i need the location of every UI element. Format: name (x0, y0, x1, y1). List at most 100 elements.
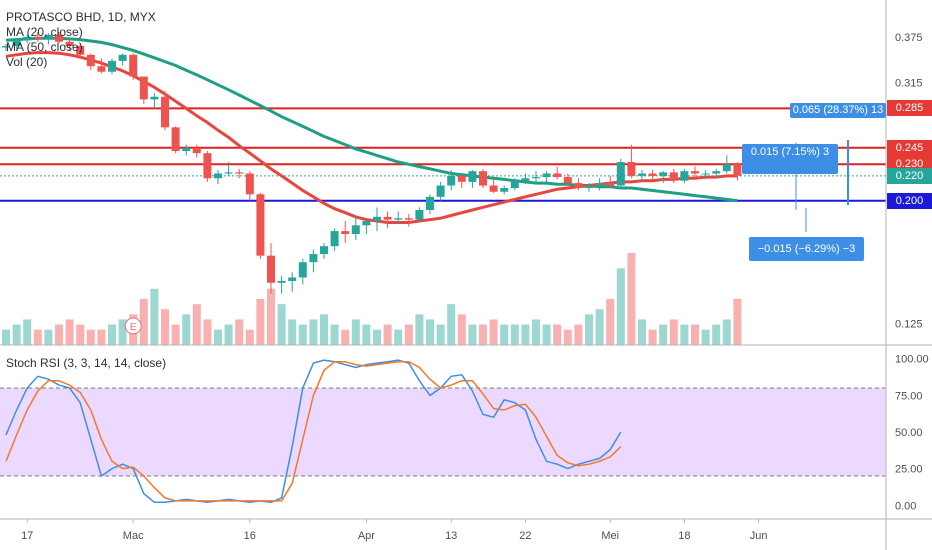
volume-bar (309, 319, 318, 345)
candle-body (203, 153, 212, 179)
candle-body (680, 171, 689, 181)
volume-bar (330, 324, 339, 345)
candle-body (2, 46, 10, 48)
candle-body (139, 76, 148, 100)
volume-bar (235, 319, 244, 345)
time-tick-label: 13 (445, 530, 457, 542)
volume-bar (351, 319, 360, 345)
volume-bar (224, 324, 233, 345)
volume-bar (436, 324, 445, 345)
candle-body (616, 162, 625, 186)
volume-bar (394, 329, 403, 345)
volume-bar (542, 324, 551, 345)
candle-body (245, 173, 254, 195)
volume-bar (267, 288, 275, 345)
volume-bar (574, 324, 583, 345)
stoch-tick-label: 25.00 (895, 464, 923, 476)
price-tag: 0.285 (887, 100, 932, 117)
stoch-tick-label: 0.00 (895, 500, 916, 512)
measure-box-top[interactable]: 0.065 (28.37%) 13 (790, 103, 886, 118)
price-pane: E (0, 32, 886, 345)
volume-bar (701, 329, 710, 345)
candle-body (161, 96, 169, 128)
candle-body (171, 127, 180, 152)
candle-body (426, 196, 434, 211)
candle-body (436, 185, 445, 197)
candle-body (192, 147, 201, 154)
measure-box-mid[interactable]: 0.015 (7.15%) 3 (742, 144, 838, 174)
candle-body (298, 262, 307, 278)
volume-bar (659, 324, 668, 345)
candle-body (320, 246, 328, 255)
volume-bar (638, 319, 646, 345)
candle-body (86, 54, 95, 67)
candle-body (585, 185, 593, 188)
candle-body (277, 280, 286, 283)
volume-bar (108, 324, 116, 345)
stoch-tick-label: 100.00 (895, 354, 929, 366)
price-tick-label: 0.125 (895, 318, 923, 330)
candle-body (574, 183, 583, 188)
volume-bar (320, 314, 328, 345)
volume-bar (341, 329, 350, 345)
volume-bar (12, 324, 21, 345)
time-tick-label: 17 (21, 530, 33, 542)
candle-body (404, 218, 413, 220)
volume-bar (457, 314, 466, 345)
candle-body (362, 221, 371, 226)
candle-body (55, 34, 63, 42)
candle-body (256, 194, 265, 256)
candle-body (33, 36, 42, 39)
candle-body (330, 231, 339, 247)
candle-body (553, 173, 562, 178)
volume-bar (298, 324, 307, 345)
price-tick-label: 0.315 (895, 77, 923, 89)
volume-bar (616, 268, 625, 345)
volume-bar (553, 324, 562, 345)
candle-body (150, 96, 159, 100)
ma50-line (5, 36, 738, 203)
candle-body (510, 180, 519, 188)
legend-title: PROTASCO BHD, 1D, MYX (6, 10, 156, 24)
candle-body (118, 54, 127, 61)
candle-body (532, 177, 540, 179)
stoch-line-d (5, 360, 622, 502)
measure-box-low[interactable]: −0.015 (−6.29%) −3 (749, 237, 864, 261)
measure-box-mid-label: 0.015 (7.15%) 3 (750, 146, 830, 158)
volume-bar (521, 324, 530, 345)
volume-bar (479, 324, 487, 345)
volume-bar (383, 324, 392, 345)
volume-bar (585, 314, 593, 345)
candle-body (394, 218, 403, 220)
volume-bar (426, 319, 434, 345)
ma20-line (5, 51, 738, 224)
time-tick-label: Apr (358, 530, 375, 542)
candle-body (669, 172, 678, 181)
volume-bar (415, 314, 424, 345)
candle-body (521, 178, 530, 181)
candle-body (606, 183, 615, 186)
volume-bar (669, 319, 678, 345)
volume-bar (648, 329, 657, 345)
legend-ma20: MA (20, close) (6, 25, 83, 39)
legend: PROTASCO BHD, 1D, MYX MA (20, close) MA … (6, 10, 156, 70)
volume-bar (500, 324, 509, 345)
candle-body (182, 147, 191, 152)
candle-body (447, 175, 456, 186)
volume-bar (256, 299, 265, 345)
candle-body (712, 171, 721, 174)
volume-bar (606, 299, 615, 345)
volume-bar (161, 309, 169, 345)
candle-body (44, 34, 53, 39)
volume-bar (563, 329, 572, 345)
candle-body (468, 171, 477, 182)
candle-body (23, 36, 32, 41)
volume-bar (171, 324, 180, 345)
candle-body (383, 216, 392, 220)
candle-body (224, 172, 233, 174)
legend-stoch: Stoch RSI (3, 3, 14, 14, close) (6, 356, 167, 370)
candle-body (351, 225, 360, 235)
candle-body (691, 171, 699, 174)
candle-body (288, 277, 297, 281)
